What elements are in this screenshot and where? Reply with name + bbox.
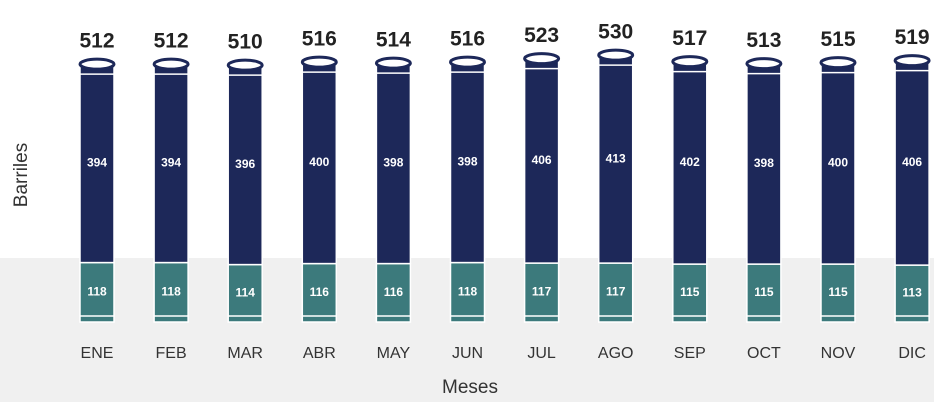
value-label: 117 [532, 285, 552, 299]
y-axis-label: Barriles [11, 143, 32, 207]
x-tick-label: SEP [674, 345, 706, 362]
total-label: 514 [376, 29, 411, 52]
value-label: 398 [457, 155, 477, 169]
bar-segment [523, 262, 560, 323]
bar-segment [449, 61, 486, 264]
bar-segment [375, 62, 412, 265]
bar-segment [597, 54, 634, 264]
x-tick-label: JUN [452, 345, 483, 362]
total-label: 517 [672, 27, 707, 50]
x-tick-label: AGO [598, 345, 634, 362]
barrel-top [671, 55, 709, 69]
value-label: 118 [161, 284, 181, 298]
bar-segment [523, 57, 560, 264]
value-label: 400 [828, 156, 848, 170]
value-label: 394 [87, 156, 107, 170]
bar-segment [894, 264, 930, 323]
value-label: 394 [161, 156, 181, 170]
value-label: 115 [680, 285, 700, 299]
value-label: 117 [606, 285, 626, 299]
x-tick-label: FEB [156, 345, 187, 362]
barrel-top [374, 56, 412, 70]
bar-segment [597, 262, 634, 323]
value-label: 118 [87, 284, 107, 298]
value-label: 118 [458, 284, 478, 298]
x-tick-label: DIC [898, 345, 926, 362]
bar-segment [672, 60, 708, 265]
x-tick-label: MAR [227, 345, 263, 362]
bar-segment [79, 261, 115, 323]
total-label: 530 [598, 21, 633, 44]
value-label: 413 [606, 151, 626, 165]
bar-segment [894, 59, 930, 266]
barrel-top [523, 52, 561, 66]
bar-segment [227, 64, 263, 266]
value-label: 116 [384, 285, 404, 299]
x-tick-label: OCT [747, 345, 781, 362]
value-label: 402 [680, 155, 700, 169]
total-label: 516 [450, 28, 485, 51]
value-label: 398 [754, 156, 774, 170]
barrel-top [819, 56, 857, 70]
barrel-top [893, 54, 931, 68]
total-label: 510 [228, 31, 263, 54]
barrel-top [152, 57, 190, 71]
value-label: 398 [383, 156, 403, 170]
value-label: 400 [309, 155, 329, 169]
value-label: 114 [236, 285, 256, 299]
total-label: 513 [746, 29, 781, 52]
value-label: 396 [235, 157, 255, 171]
x-tick-label: ENE [81, 345, 114, 362]
bar-segment [227, 263, 263, 323]
total-label: 512 [154, 30, 189, 53]
barrel-top [597, 48, 635, 62]
x-tick-label: MAY [377, 345, 411, 362]
barrel-top [78, 57, 116, 71]
bar-segment [746, 62, 782, 265]
value-label: 406 [902, 155, 922, 169]
x-axis-label: Meses [442, 377, 498, 398]
total-label: 519 [895, 26, 930, 49]
total-label: 523 [524, 24, 559, 47]
total-label: 516 [302, 28, 337, 51]
value-label: 116 [310, 285, 330, 299]
bar-segment [820, 61, 856, 265]
x-tick-label: NOV [821, 345, 856, 362]
value-label: 113 [902, 286, 922, 300]
barrel-top [226, 58, 264, 72]
value-label: 115 [828, 285, 848, 299]
total-label: 515 [820, 28, 855, 51]
barrel-top [449, 55, 486, 69]
x-tick-label: JUL [527, 345, 556, 362]
barrel-top [745, 57, 783, 71]
value-label: 115 [754, 285, 774, 299]
value-label: 406 [532, 153, 552, 167]
x-tick-label: ABR [303, 345, 336, 362]
barrel-top [300, 55, 338, 69]
bar-segment [301, 61, 338, 265]
total-label: 512 [79, 30, 114, 53]
